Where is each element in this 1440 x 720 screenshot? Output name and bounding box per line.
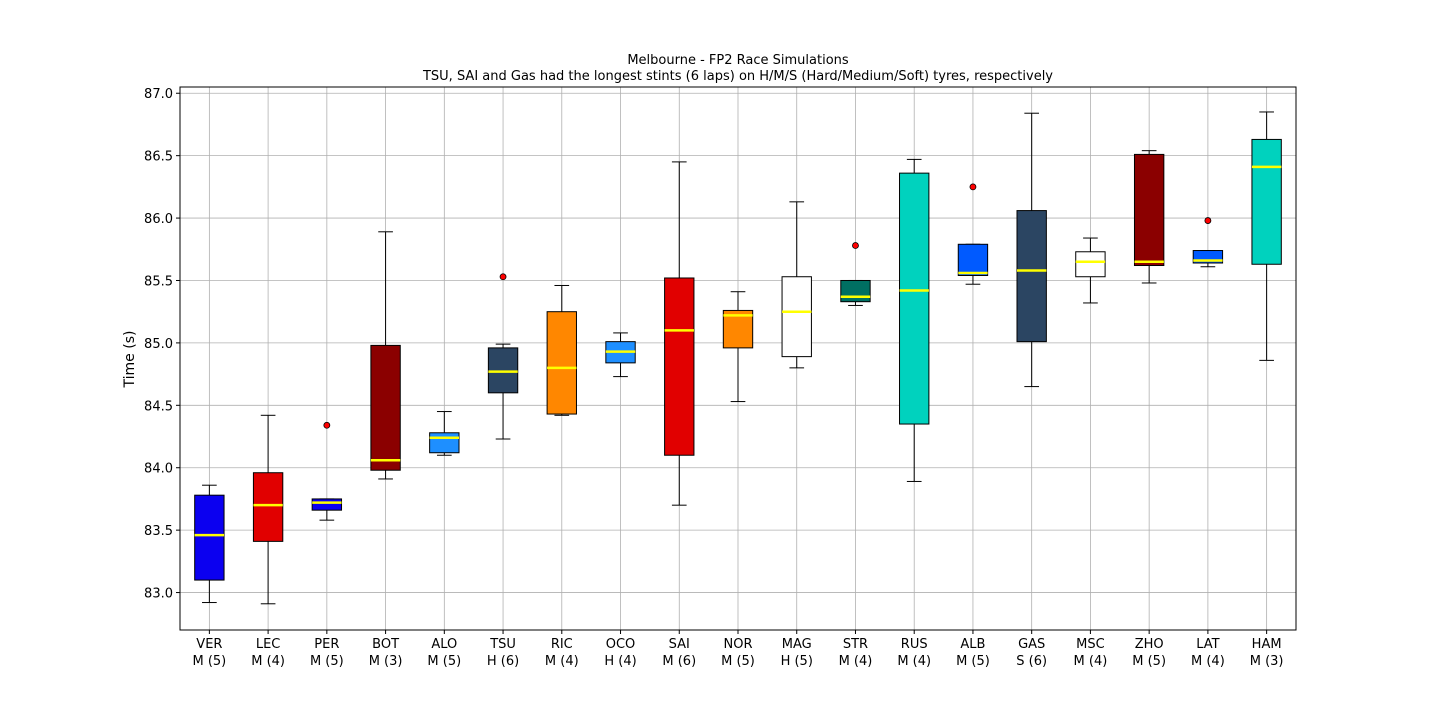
iqr-box bbox=[1075, 251, 1106, 278]
x-tick-label-stint: M (5) bbox=[1132, 654, 1166, 669]
y-tick-label: 83.5 bbox=[144, 524, 173, 539]
x-axis-ticks: VER M (5) LEC M (4) PER M (5) BOT M (3) ALO M (5)… bbox=[192, 630, 1284, 669]
x-tick-label-stint: M (3) bbox=[369, 654, 403, 669]
x-tick-label-driver: PER bbox=[314, 637, 339, 652]
box-ham bbox=[1251, 111, 1282, 361]
box-ver bbox=[194, 484, 225, 604]
x-tick-label-driver: RIC bbox=[551, 637, 573, 652]
box-sai bbox=[664, 161, 695, 506]
x-tick-label-driver: SAI bbox=[669, 637, 690, 652]
x-tick-label-stint: M (4) bbox=[1074, 654, 1108, 669]
x-tick-label-driver: ZHO bbox=[1135, 637, 1164, 652]
x-tick-label-stint: M (5) bbox=[721, 654, 755, 669]
chart-title: Melbourne - FP2 Race Simulations bbox=[627, 53, 849, 68]
x-tick-label-driver: MAG bbox=[782, 637, 812, 652]
x-tick-label-driver: ALB bbox=[960, 637, 985, 652]
outlier-point bbox=[852, 242, 859, 249]
y-tick-label: 83.0 bbox=[144, 587, 173, 602]
iqr-box bbox=[311, 498, 343, 511]
x-tick-label-stint: S (6) bbox=[1016, 654, 1047, 669]
x-tick-label-driver: GAS bbox=[1018, 637, 1045, 652]
outlier-point bbox=[969, 183, 977, 191]
box-oco bbox=[605, 332, 636, 378]
x-tick-label-stint: M (4) bbox=[251, 654, 285, 669]
chart-subtitle: TSU, SAI and Gas had the longest stints … bbox=[422, 69, 1053, 84]
y-axis-label: Time (s) bbox=[122, 331, 138, 389]
box-bot bbox=[370, 231, 401, 480]
y-tick-label: 87.0 bbox=[144, 87, 173, 102]
x-tick-label-stint: M (5) bbox=[192, 654, 226, 669]
box-str bbox=[840, 242, 871, 306]
box-lec bbox=[252, 414, 284, 605]
x-tick-label-driver: RUS bbox=[901, 637, 928, 652]
iqr-box bbox=[1251, 138, 1282, 265]
iqr-box bbox=[252, 472, 284, 542]
x-tick-label-stint: H (4) bbox=[604, 654, 636, 669]
x-tick-label-driver: HAM bbox=[1252, 637, 1282, 652]
y-axis-ticks: 83.0 83.5 84.0 84.5 85.0 85.5 86.0 86.5 87.0 bbox=[144, 87, 180, 602]
y-tick-label: 86.0 bbox=[144, 212, 173, 227]
outlier-point bbox=[1204, 217, 1212, 224]
x-tick-label-driver: MSC bbox=[1076, 637, 1105, 652]
box-zho bbox=[1133, 150, 1165, 284]
iqr-box bbox=[1133, 153, 1165, 267]
x-tick-label-driver: BOT bbox=[372, 637, 399, 652]
plot-area bbox=[194, 111, 1282, 605]
box-mag bbox=[781, 201, 812, 369]
x-tick-label-stint: H (5) bbox=[781, 654, 813, 669]
iqr-box bbox=[370, 344, 401, 471]
x-tick-label-driver: LAT bbox=[1196, 637, 1219, 652]
x-tick-label-driver: TSU bbox=[489, 637, 516, 652]
iqr-box bbox=[194, 494, 225, 581]
iqr-box bbox=[899, 172, 930, 425]
outlier-point bbox=[323, 421, 331, 429]
x-tick-label-stint: H (6) bbox=[487, 654, 519, 669]
iqr-box bbox=[781, 276, 812, 358]
x-tick-label-stint: M (4) bbox=[1191, 654, 1225, 669]
box-lat bbox=[1192, 217, 1224, 268]
x-tick-label-driver: VER bbox=[196, 637, 222, 652]
x-tick-label-stint: M (5) bbox=[310, 654, 344, 669]
x-tick-label-stint: M (5) bbox=[427, 654, 461, 669]
iqr-box bbox=[1016, 210, 1047, 343]
iqr-box bbox=[664, 277, 695, 456]
box-gas bbox=[1016, 112, 1047, 388]
iqr-box bbox=[546, 311, 577, 415]
y-tick-label: 85.0 bbox=[144, 337, 173, 352]
y-tick-label: 86.5 bbox=[144, 150, 173, 165]
box-per bbox=[311, 421, 343, 521]
outlier-point bbox=[499, 273, 507, 281]
iqr-box bbox=[957, 243, 989, 276]
x-tick-label-driver: ALO bbox=[431, 637, 457, 652]
box-nor bbox=[722, 291, 754, 403]
x-tick-label-driver: LEC bbox=[256, 637, 281, 652]
x-tick-label-stint: M (6) bbox=[662, 654, 696, 669]
x-tick-label-stint: M (4) bbox=[897, 654, 931, 669]
y-tick-label: 84.5 bbox=[144, 399, 173, 414]
box-msc bbox=[1075, 237, 1106, 304]
iqr-box bbox=[840, 279, 871, 303]
y-tick-label: 84.0 bbox=[144, 462, 173, 477]
x-tick-label-driver: NOR bbox=[724, 637, 753, 652]
box-ric bbox=[546, 284, 577, 416]
x-tick-label-stint: M (4) bbox=[545, 654, 579, 669]
y-tick-label: 85.5 bbox=[144, 274, 173, 289]
x-tick-label-driver: STR bbox=[843, 637, 868, 652]
box-alo bbox=[429, 411, 460, 456]
x-tick-label-driver: OCO bbox=[606, 637, 636, 652]
box-rus bbox=[899, 158, 930, 482]
box-alb bbox=[957, 183, 989, 285]
x-tick-label-stint: M (3) bbox=[1250, 654, 1284, 669]
iqr-box bbox=[429, 432, 460, 454]
x-tick-label-stint: M (5) bbox=[956, 654, 990, 669]
x-tick-label-stint: M (4) bbox=[839, 654, 873, 669]
box-tsu bbox=[487, 273, 519, 440]
